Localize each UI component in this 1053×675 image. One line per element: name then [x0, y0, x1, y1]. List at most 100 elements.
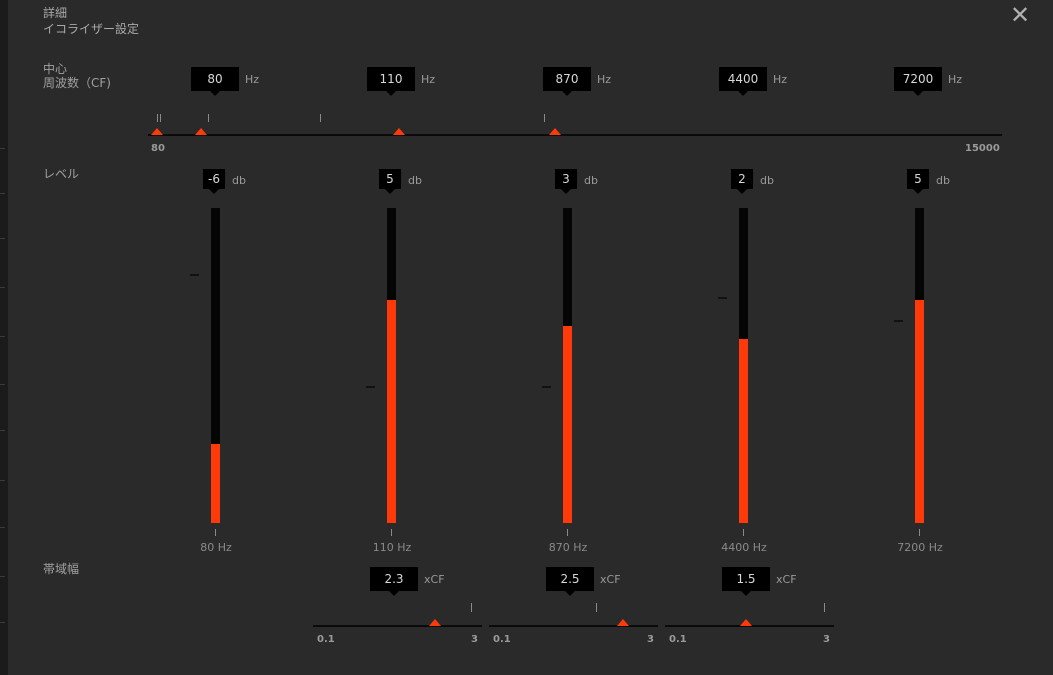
cf-tick	[544, 114, 545, 122]
band-tick	[215, 529, 216, 536]
bandwidth-axis-max: 3	[471, 634, 478, 645]
cf-tick	[157, 114, 158, 122]
level-value-field-1[interactable]: -6	[203, 169, 225, 194]
edge-mark	[0, 287, 5, 288]
band-label-5: 7200 Hz	[897, 541, 943, 554]
edge-mark	[0, 336, 5, 337]
level-slider-2[interactable]	[387, 208, 396, 523]
cf-axis-min: 80	[151, 143, 165, 154]
edge-mark	[0, 527, 5, 528]
level-fill	[211, 444, 220, 523]
cf-unit-label: Hz	[421, 73, 436, 86]
cf-slider-thumb-2[interactable]	[195, 128, 207, 135]
level-marker	[542, 386, 551, 388]
level-value-field-4[interactable]: 2	[731, 169, 753, 194]
bandwidth-axis-max: 3	[823, 634, 830, 645]
level-unit-label: db	[584, 174, 598, 187]
level-value-field-2[interactable]: 5	[379, 169, 401, 194]
level-unit-label: db	[760, 174, 774, 187]
level-unit-label: db	[936, 174, 950, 187]
edge-mark	[0, 622, 5, 623]
band-label-4: 4400 Hz	[721, 541, 767, 554]
bandwidth-tick	[824, 603, 825, 612]
cf-unit-label: Hz	[597, 73, 612, 86]
cf-tick	[208, 114, 209, 122]
bandwidth-value-field-2[interactable]: 2.5	[546, 567, 594, 596]
edge-mark	[0, 430, 5, 431]
page-title: 詳細 イコライザー設定	[43, 5, 139, 37]
title-line-2: イコライザー設定	[43, 22, 140, 36]
band-label-1: 80 Hz	[200, 541, 232, 554]
bandwidth-slider-track-2[interactable]	[489, 625, 658, 627]
bandwidth-unit-label: xCF	[776, 573, 797, 586]
bandwidth-unit-label: xCF	[424, 573, 445, 586]
bandwidth-axis-min: 0.1	[317, 634, 335, 645]
close-button[interactable]: ✕	[1009, 2, 1031, 28]
cf-axis-max: 15000	[965, 143, 1000, 154]
level-value-field-3[interactable]: 3	[555, 169, 577, 194]
band-tick	[567, 529, 568, 536]
cf-value-field-5[interactable]: 7200	[894, 67, 942, 96]
level-unit-label: db	[408, 174, 422, 187]
edge-mark	[0, 238, 5, 239]
bandwidth-axis-max: 3	[647, 634, 654, 645]
cf-unit-label: Hz	[948, 73, 963, 86]
level-slider-1[interactable]	[211, 208, 220, 523]
bandwidth-tick	[596, 603, 597, 612]
edge-mark	[0, 480, 5, 481]
cf-label-line-1: 中心	[43, 62, 68, 76]
cf-value-field-3[interactable]: 870	[543, 67, 591, 96]
level-slider-3[interactable]	[563, 208, 572, 523]
bandwidth-axis-min: 0.1	[493, 634, 511, 645]
cf-unit-label: Hz	[245, 73, 260, 86]
band-label-3: 870 Hz	[548, 541, 588, 554]
band-tick	[919, 529, 920, 536]
edge-mark	[0, 384, 5, 385]
cf-value-field-1[interactable]: 80	[191, 67, 239, 96]
level-marker	[190, 274, 199, 276]
cf-slider-thumb-4[interactable]	[549, 128, 561, 135]
bandwidth-axis-min: 0.1	[669, 634, 687, 645]
band-tick	[743, 529, 744, 536]
title-line-1: 詳細	[43, 6, 68, 20]
cf-slider-track[interactable]	[148, 134, 1002, 136]
level-fill	[915, 300, 924, 523]
level-value-field-5[interactable]: 5	[907, 169, 929, 194]
bandwidth-value-field-1[interactable]: 2.3	[370, 567, 418, 596]
level-marker	[366, 386, 375, 388]
level-fill	[563, 326, 572, 523]
bandwidth-slider-thumb-2[interactable]	[617, 619, 629, 626]
level-marker	[894, 320, 903, 322]
close-icon: ✕	[1009, 1, 1031, 29]
cf-value-field-2[interactable]: 110	[367, 67, 415, 96]
level-slider-4[interactable]	[739, 208, 748, 523]
left-panel-edge	[0, 0, 8, 675]
cf-label-line-2: 周波数（CF)	[43, 76, 111, 90]
level-section-label: レベル	[43, 167, 80, 181]
bandwidth-slider-thumb-1[interactable]	[429, 619, 441, 626]
level-marker	[718, 297, 727, 299]
cf-tick	[320, 114, 321, 122]
bandwidth-slider-track-3[interactable]	[665, 625, 834, 627]
level-fill	[387, 300, 396, 523]
level-unit-label: db	[232, 174, 246, 187]
cf-tick	[160, 114, 161, 122]
band-tick	[391, 529, 392, 536]
cf-unit-label: Hz	[773, 73, 788, 86]
bandwidth-tick	[471, 603, 472, 612]
band-label-2: 110 Hz	[372, 541, 412, 554]
cf-section-label: 中心 周波数（CF)	[43, 62, 111, 90]
bandwidth-value-field-3[interactable]: 1.5	[722, 567, 770, 596]
bandwidth-slider-thumb-3[interactable]	[740, 619, 752, 626]
edge-mark	[0, 576, 5, 577]
cf-slider-thumb-3[interactable]	[393, 128, 405, 135]
bandwidth-slider-track-1[interactable]	[313, 625, 482, 627]
level-slider-5[interactable]	[915, 208, 924, 523]
bandwidth-section-label: 帯域幅	[43, 562, 80, 576]
edge-mark	[0, 193, 5, 194]
edge-mark	[0, 148, 5, 149]
cf-slider-thumb-1[interactable]	[151, 128, 163, 135]
level-fill	[739, 339, 748, 523]
bandwidth-unit-label: xCF	[600, 573, 621, 586]
cf-value-field-4[interactable]: 4400	[719, 67, 767, 96]
